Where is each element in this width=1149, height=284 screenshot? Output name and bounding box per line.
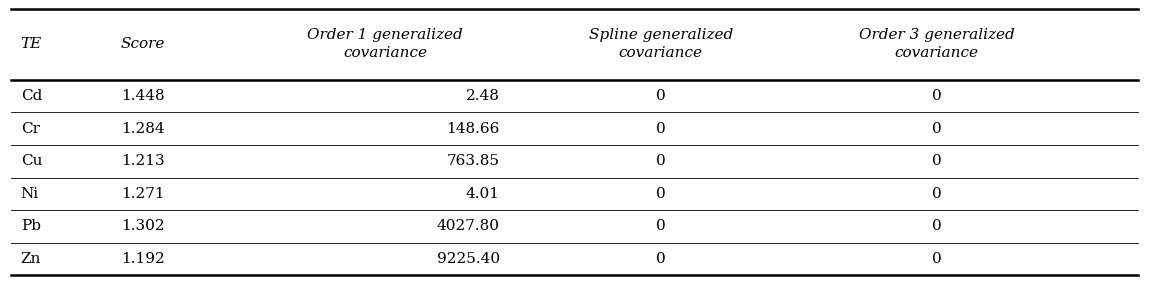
Text: TE: TE	[21, 37, 41, 51]
Text: 9225.40: 9225.40	[437, 252, 500, 266]
Text: Cu: Cu	[21, 154, 43, 168]
Text: 0: 0	[932, 187, 941, 201]
Text: 763.85: 763.85	[447, 154, 500, 168]
Text: 4.01: 4.01	[465, 187, 500, 201]
Text: 1.271: 1.271	[121, 187, 164, 201]
Text: 0: 0	[656, 187, 665, 201]
Text: 1.284: 1.284	[121, 122, 164, 135]
Text: Cr: Cr	[21, 122, 40, 135]
Text: 0: 0	[932, 154, 941, 168]
Text: Cd: Cd	[21, 89, 43, 103]
Text: 0: 0	[656, 154, 665, 168]
Text: Order 1 generalized
covariance: Order 1 generalized covariance	[307, 28, 463, 60]
Text: Ni: Ni	[21, 187, 39, 201]
Text: 1.448: 1.448	[121, 89, 164, 103]
Text: 0: 0	[932, 122, 941, 135]
Text: 1.302: 1.302	[121, 220, 164, 233]
Text: 0: 0	[932, 89, 941, 103]
Text: 0: 0	[656, 122, 665, 135]
Text: 1.213: 1.213	[121, 154, 164, 168]
Text: 4027.80: 4027.80	[437, 220, 500, 233]
Text: 0: 0	[656, 252, 665, 266]
Text: Zn: Zn	[21, 252, 41, 266]
Text: 0: 0	[656, 220, 665, 233]
Text: Score: Score	[121, 37, 165, 51]
Text: 0: 0	[932, 220, 941, 233]
Text: 0: 0	[656, 89, 665, 103]
Text: Spline generalized
covariance: Spline generalized covariance	[588, 28, 733, 60]
Text: Order 3 generalized
covariance: Order 3 generalized covariance	[858, 28, 1015, 60]
Text: 148.66: 148.66	[447, 122, 500, 135]
Text: 1.192: 1.192	[121, 252, 164, 266]
Text: 2.48: 2.48	[466, 89, 500, 103]
Text: 0: 0	[932, 252, 941, 266]
Text: Pb: Pb	[21, 220, 40, 233]
